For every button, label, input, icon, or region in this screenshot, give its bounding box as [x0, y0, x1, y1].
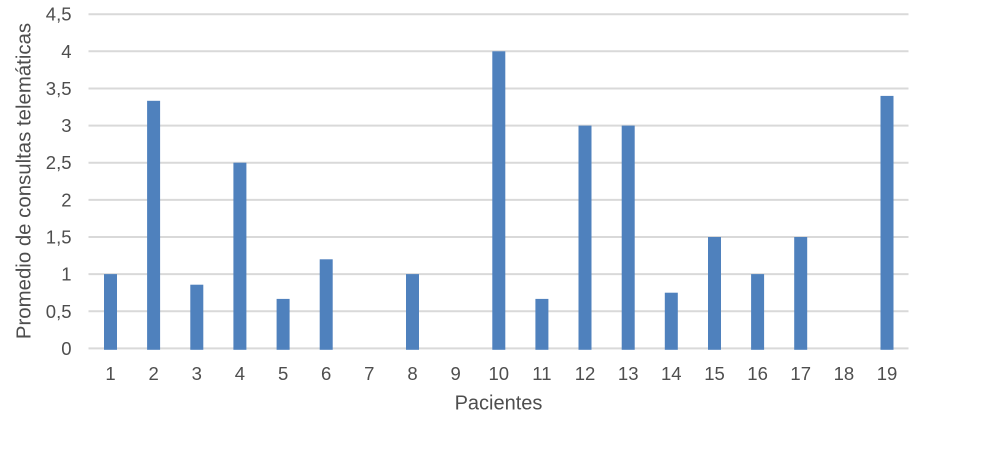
svg-text:13: 13	[618, 363, 639, 384]
svg-text:10: 10	[489, 363, 510, 384]
svg-text:Pacientes: Pacientes	[455, 393, 543, 415]
svg-text:1,5: 1,5	[46, 227, 72, 248]
svg-text:15: 15	[704, 363, 725, 384]
svg-text:14: 14	[661, 363, 682, 384]
svg-text:9: 9	[450, 363, 460, 384]
svg-text:0,5: 0,5	[46, 301, 72, 322]
svg-text:19: 19	[877, 363, 898, 384]
svg-text:4,5: 4,5	[46, 4, 72, 25]
svg-text:3,5: 3,5	[46, 78, 72, 99]
svg-text:2: 2	[148, 363, 158, 384]
svg-text:0: 0	[61, 338, 71, 359]
svg-text:8: 8	[407, 363, 417, 384]
svg-text:3: 3	[192, 363, 202, 384]
svg-text:18: 18	[834, 363, 855, 384]
svg-text:Promedio de consultas telemáti: Promedio de consultas telemáticas	[14, 23, 36, 339]
svg-text:17: 17	[790, 363, 811, 384]
svg-text:16: 16	[747, 363, 768, 384]
svg-text:2,5: 2,5	[46, 152, 72, 173]
svg-text:5: 5	[278, 363, 288, 384]
svg-text:2: 2	[61, 189, 71, 210]
svg-text:4: 4	[61, 41, 71, 62]
svg-text:7: 7	[364, 363, 374, 384]
svg-text:1: 1	[105, 363, 115, 384]
svg-text:4: 4	[235, 363, 245, 384]
svg-text:1: 1	[61, 264, 71, 285]
svg-text:12: 12	[575, 363, 596, 384]
svg-text:11: 11	[532, 363, 551, 384]
svg-text:3: 3	[61, 115, 71, 136]
svg-text:6: 6	[321, 363, 331, 384]
